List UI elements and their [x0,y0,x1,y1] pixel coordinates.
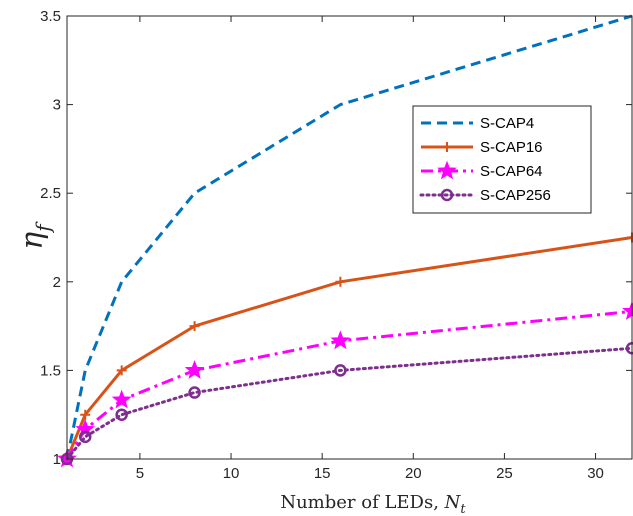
series-s-cap256-marker-3 [188,386,201,399]
legend-item-s-cap16-label: S-CAP16 [480,139,543,156]
x-tick-label-5: 30 [587,465,604,482]
legend-item-s-cap256-marker-swatch [440,188,454,202]
series-s-cap16-marker-4 [335,276,346,287]
series-s-cap256-marker-2 [115,408,128,421]
y-tick-label-5: 3.5 [40,8,61,25]
series-s-cap64-marker-3 [184,359,205,379]
x-tick-label-0: 5 [136,465,144,482]
legend-item-s-cap16: S-CAP16 [421,139,543,156]
legend-item-s-cap4: S-CAP4 [421,115,534,132]
x-axis-label-var: N [444,492,462,513]
legend-item-s-cap64: S-CAP64 [421,160,543,180]
series-s-cap16-marker-1 [80,409,91,420]
series-s-cap256-marker-1 [78,430,92,444]
legend: S-CAP4 S-CAP16 S-CAP64 S-CAP256 [412,105,592,214]
x-tick-label-3: 20 [405,465,422,482]
svg-text:ηf: ηf [15,221,55,250]
y-tick-label-2: 2 [53,274,61,291]
x-axis-label-text: Number of LEDs, [280,492,444,513]
legend-item-s-cap64-label: S-CAP64 [480,163,543,180]
axes-box [66,15,633,460]
legend-item-s-cap256: S-CAP256 [419,187,551,204]
series-s-cap4 [65,14,633,460]
x-tick-label-1: 10 [223,465,240,482]
x-tick-label-2: 15 [314,465,331,482]
series-s-cap64-marker-1 [75,418,96,438]
series-s-cap16-marker-3 [189,321,200,332]
legend-item-s-cap16-marker-swatch [442,142,452,152]
axes [66,15,633,460]
x-axis-label: Number of LEDs, Nt [280,492,466,516]
y-tick-label-0: 1 [53,451,61,468]
y-tick-label-4: 3 [53,97,61,114]
tick-labels: 5 10 15 20 25 30 1 1.5 2 2.5 3 3.5 [40,8,604,482]
y-axis-label: ηf [15,221,55,250]
y-tick-label-3: 2.5 [40,185,61,202]
legend-item-s-cap256-label: S-CAP256 [480,187,551,204]
series-s-cap64-marker-4 [330,330,351,350]
plot-background [67,16,632,459]
y-tick-label-1: 1.5 [40,362,61,379]
series-s-cap16-line [65,236,633,460]
y-axis-label-symbol: η [15,232,50,250]
x-axis-label-subscript: t [460,502,466,516]
series-s-cap4-line [65,14,633,460]
plot-area [67,16,632,459]
series-s-cap16-marker-2 [116,365,127,376]
legend-item-s-cap4-label: S-CAP4 [480,115,534,132]
series-s-cap256-marker-4 [334,364,347,377]
x-tick-label-4: 25 [496,465,513,482]
series-s-cap64-marker-2 [111,389,132,409]
y-axis-label-subscript: f [31,221,55,234]
legend-item-s-cap64-marker-swatch [437,160,457,180]
